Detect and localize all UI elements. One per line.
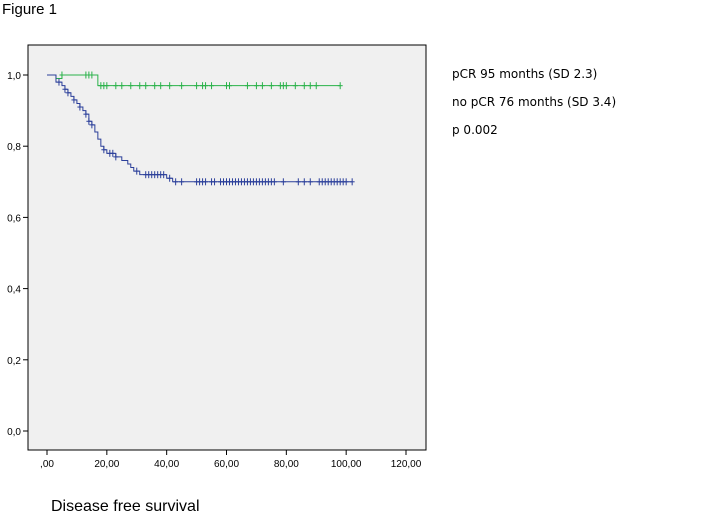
censor-mark-pcr — [244, 82, 250, 90]
censor-mark-no-pcr — [89, 121, 95, 129]
censor-mark-pcr — [113, 82, 119, 90]
censor-mark-no-pcr — [212, 178, 218, 186]
x-tick-label: 80,00 — [274, 459, 299, 470]
censor-mark-no-pcr — [295, 178, 301, 186]
annotation-no-pcr: no pCR 76 months (SD 3.4) — [452, 95, 617, 109]
censor-mark-pcr — [158, 82, 164, 90]
chart-caption: Disease free survival — [51, 498, 200, 515]
censor-mark-no-pcr — [307, 178, 313, 186]
censor-mark-no-pcr — [203, 178, 209, 186]
censor-mark-no-pcr — [65, 89, 71, 97]
censor-mark-pcr — [194, 82, 200, 90]
censor-mark-no-pcr — [179, 178, 185, 186]
censor-mark-pcr — [259, 82, 265, 90]
censor-mark-pcr — [253, 82, 259, 90]
censor-mark-no-pcr — [173, 178, 179, 186]
censor-mark-no-pcr — [134, 167, 140, 175]
censor-mark-pcr — [268, 82, 274, 90]
censor-mark-no-pcr — [161, 171, 167, 179]
censor-mark-no-pcr — [301, 178, 307, 186]
y-tick-label: 0,0 — [7, 427, 21, 438]
censor-mark-no-pcr — [110, 149, 116, 157]
censor-mark-no-pcr — [167, 174, 173, 182]
censor-mark-no-pcr — [343, 178, 349, 186]
x-tick-label: 60,00 — [214, 459, 239, 470]
y-tick-label: 0,8 — [7, 142, 21, 153]
censor-mark-pcr — [292, 82, 298, 90]
censor-mark-no-pcr — [86, 117, 92, 125]
censor-mark-no-pcr — [62, 85, 68, 93]
y-tick-label: 0,2 — [7, 356, 21, 367]
censor-mark-no-pcr — [101, 146, 107, 154]
censor-mark-pcr — [209, 82, 215, 90]
x-tick-label: 40,00 — [154, 459, 179, 470]
censor-mark-pcr — [137, 82, 143, 90]
censor-mark-pcr — [179, 82, 185, 90]
annotation-p-value: p 0.002 — [452, 123, 498, 137]
y-tick-label: 0,6 — [7, 213, 21, 224]
censor-mark-pcr — [301, 82, 307, 90]
censor-mark-no-pcr — [56, 78, 62, 86]
censor-mark-pcr — [307, 82, 313, 90]
legend-annotations: pCR 95 months (SD 2.3) no pCR 76 months … — [452, 60, 616, 144]
censor-mark-pcr — [128, 82, 134, 90]
censor-mark-pcr — [59, 71, 65, 79]
censor-mark-no-pcr — [113, 153, 119, 161]
censor-mark-no-pcr — [280, 178, 286, 186]
censor-mark-pcr — [283, 82, 289, 90]
censor-mark-pcr — [152, 82, 158, 90]
plot-background — [27, 44, 427, 451]
censor-mark-pcr — [226, 82, 232, 90]
censor-mark-no-pcr — [271, 178, 277, 186]
censor-mark-pcr — [119, 82, 125, 90]
censor-mark-pcr — [143, 82, 149, 90]
x-tick-label: 20,00 — [94, 459, 119, 470]
censor-mark-pcr — [337, 82, 343, 90]
censor-mark-no-pcr — [77, 103, 83, 111]
x-tick-label: 100,00 — [331, 459, 362, 470]
censor-mark-pcr — [203, 82, 209, 90]
y-tick-label: 0,4 — [7, 285, 21, 296]
x-tick-label: 120,00 — [391, 459, 422, 470]
annotation-pcr: pCR 95 months (SD 2.3) — [452, 67, 598, 81]
censor-mark-no-pcr — [83, 110, 89, 118]
censor-mark-no-pcr — [71, 96, 77, 104]
figure-label: Figure 1 — [2, 1, 58, 18]
censor-mark-pcr — [89, 71, 95, 79]
censor-mark-pcr — [167, 82, 173, 90]
axis-layer: ,00 20,00 40,00 60,00 80,00 100,00 120,00 0,0 0,… — [7, 71, 422, 470]
x-tick-label: ,00 — [40, 459, 54, 470]
censor-mark-no-pcr — [349, 178, 355, 186]
censor-mark-pcr — [104, 82, 110, 90]
censor-mark-pcr — [313, 82, 319, 90]
y-tick-label: 1,0 — [7, 71, 21, 82]
series-layer — [47, 71, 355, 186]
